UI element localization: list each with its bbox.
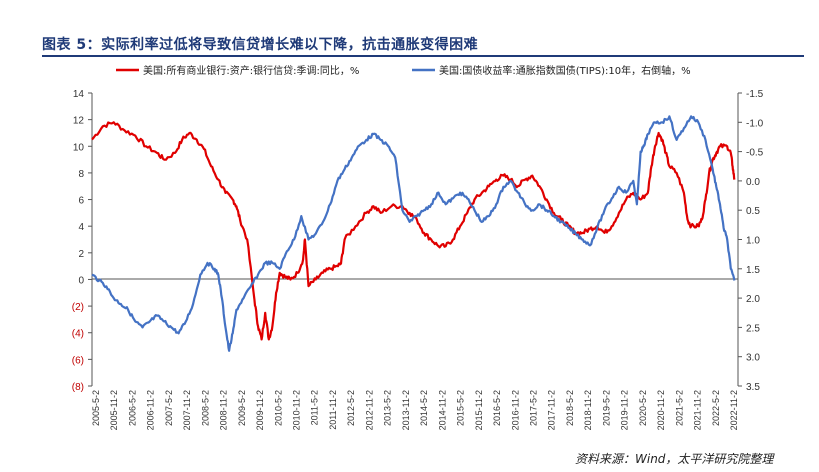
x-tick-label: 2015-5-2: [456, 390, 466, 426]
x-tick-label: 2019-5-2: [601, 390, 611, 426]
x-tick-label: 2008-5-2: [200, 390, 210, 426]
x-tick-label: 2021-11-2: [693, 390, 703, 430]
x-tick-label: 2009-11-2: [255, 390, 265, 430]
left-tick-label: 10: [73, 142, 85, 153]
left-tick-label: 12: [73, 116, 85, 127]
x-tick-label: 2008-11-2: [219, 390, 229, 430]
legend-label-tips: 美国:国债收益率:通胀指数国债(TIPS):10年，右倒轴，%: [439, 64, 691, 77]
left-tick-label: 14: [73, 89, 85, 100]
x-tick-label: 2014-5-2: [419, 390, 429, 426]
x-tick-label: 2011-11-2: [328, 390, 338, 430]
left-tick-label: (8): [72, 382, 84, 393]
legend: 美国:所有商业银行:资产:银行信贷:季调:同比，% 美国:国债收益率:通胀指数国…: [116, 64, 691, 77]
x-tick-label: 2012-5-2: [346, 390, 356, 426]
right-tick-label: 3.5: [746, 382, 760, 393]
left-tick-label: (2): [72, 302, 84, 313]
x-tick-label: 2017-11-2: [547, 390, 557, 430]
x-tick-label: 2020-11-2: [656, 390, 666, 430]
x-tick-label: 2018-11-2: [583, 390, 593, 430]
axes: [91, 93, 739, 386]
series-lines: [91, 115, 736, 352]
right-tick-label: 3.0: [746, 353, 760, 364]
left-tick-label: 0: [78, 275, 84, 286]
x-tick-label: 2022-11-2: [729, 390, 739, 430]
x-tick-label: 2005-11-2: [109, 390, 119, 430]
x-tick-label: 2006-11-2: [146, 390, 156, 430]
x-tick-label: 2019-11-2: [620, 390, 630, 430]
x-tick-label: 2017-5-2: [528, 390, 538, 426]
title-rule: [42, 55, 804, 57]
right-tick-label: -0.5: [746, 148, 764, 159]
x-tick-label: 2018-5-2: [565, 390, 575, 426]
right-tick-label: -1.0: [746, 118, 764, 129]
x-tick-label: 2007-11-2: [182, 390, 192, 430]
right-tick-label: 1.0: [746, 236, 760, 247]
x-tick-label: 2009-5-2: [237, 390, 247, 426]
x-tick-label: 2005-5-2: [91, 390, 101, 426]
right-tick-label: 0.5: [746, 206, 760, 217]
x-tick-label: 2013-11-2: [401, 390, 411, 430]
x-tick-label: 2010-11-2: [292, 390, 302, 430]
right-tick-label: 2.5: [746, 323, 760, 334]
right-tick-label: -1.5: [746, 89, 764, 100]
left-tick-label: (4): [72, 329, 84, 340]
x-tick-label: 2021-5-2: [674, 390, 684, 426]
x-tick-label: 2014-11-2: [437, 390, 447, 430]
series-line-credit: [91, 121, 736, 341]
x-tick-label: 2007-5-2: [164, 390, 174, 426]
x-tick-label: 2006-5-2: [127, 390, 137, 426]
x-tick-label: 2012-11-2: [364, 390, 374, 430]
series-line-tips: [91, 115, 736, 352]
right-tick-label: 2.0: [746, 294, 760, 305]
x-tick-label: 2020-5-2: [638, 390, 648, 426]
x-tick-label: 2011-5-2: [310, 390, 320, 425]
legend-label-credit: 美国:所有商业银行:资产:银行信贷:季调:同比，%: [143, 64, 359, 77]
source-note: 资料来源：Wind，太平洋研究院整理: [575, 452, 774, 466]
left-tick-label: (6): [72, 355, 84, 366]
x-tick-label: 2022-5-2: [711, 390, 721, 426]
left-tick-label: 6: [78, 196, 84, 207]
right-axis-ticks: -1.5 -1.0 -0.5 0.0 0.5 1.0 1.5 2.0 2.5 3.0 3.5: [738, 89, 764, 393]
left-tick-label: 2: [78, 249, 84, 260]
x-tick-label: 2016-5-2: [492, 390, 502, 426]
x-tick-label: 2010-5-2: [273, 390, 283, 426]
x-axis-ticks: 2005-5-2 2005-11-2 2006-5-2 2006-11-2 2007-5…: [91, 390, 739, 430]
x-tick-label: 2015-11-2: [474, 390, 484, 430]
right-tick-label: 0.0: [746, 177, 760, 188]
right-tick-label: 1.5: [746, 265, 760, 276]
x-tick-label: 2013-5-2: [383, 390, 393, 426]
left-tick-label: 4: [78, 222, 84, 233]
left-axis-ticks: 14 12 10 8 6 4 2 0 (2) (4) (6) (8): [72, 89, 92, 393]
chart-title: 图表 5：实际利率过低将导致信贷增长难以下降，抗击通胀变得困难: [42, 37, 479, 53]
left-tick-label: 8: [78, 169, 84, 180]
x-tick-label: 2016-11-2: [510, 390, 520, 430]
